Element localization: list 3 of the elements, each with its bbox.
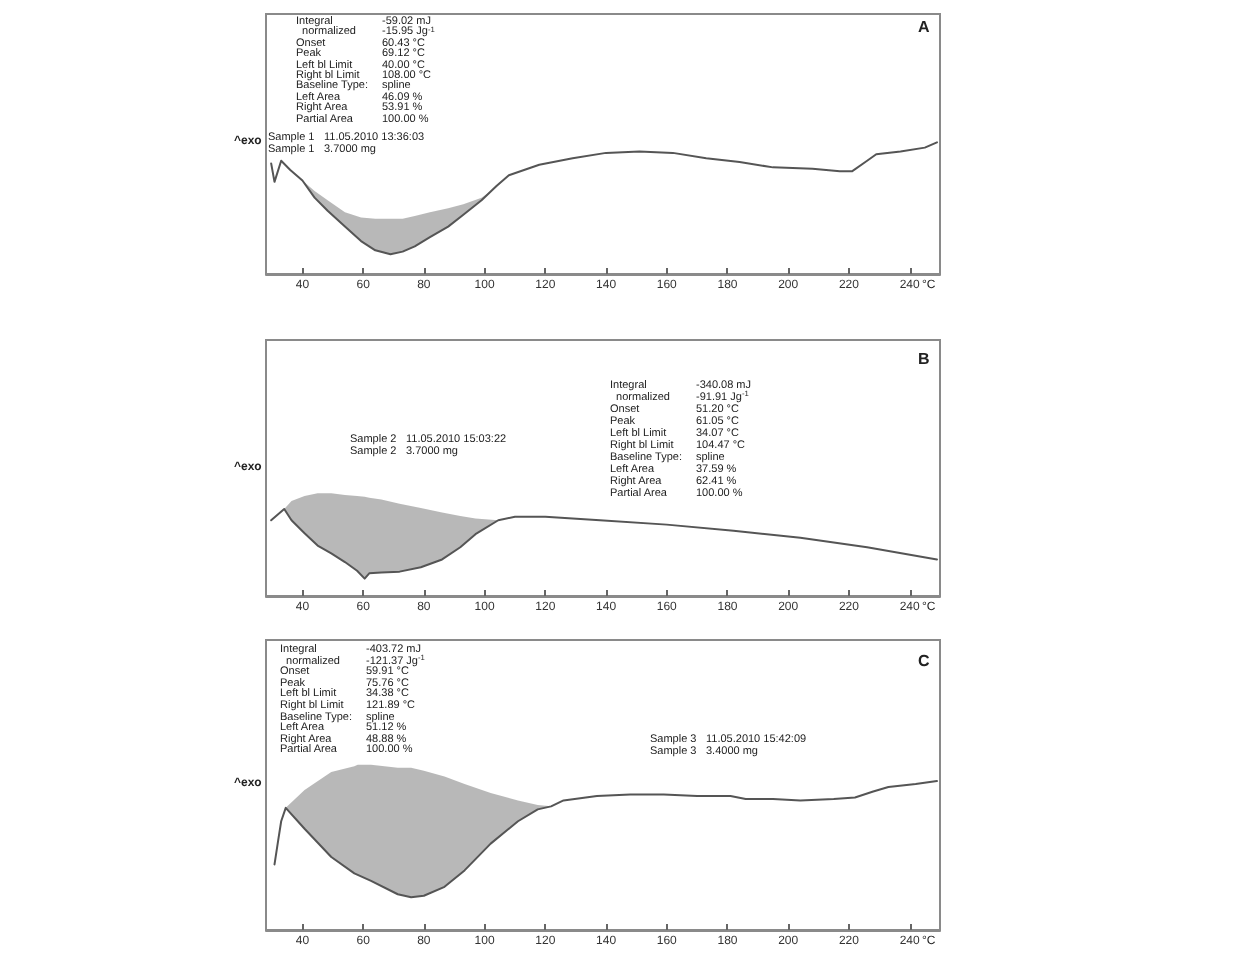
chart-title: B <box>918 350 930 368</box>
chart-title: C <box>918 652 930 670</box>
chart-title: A <box>918 18 930 36</box>
